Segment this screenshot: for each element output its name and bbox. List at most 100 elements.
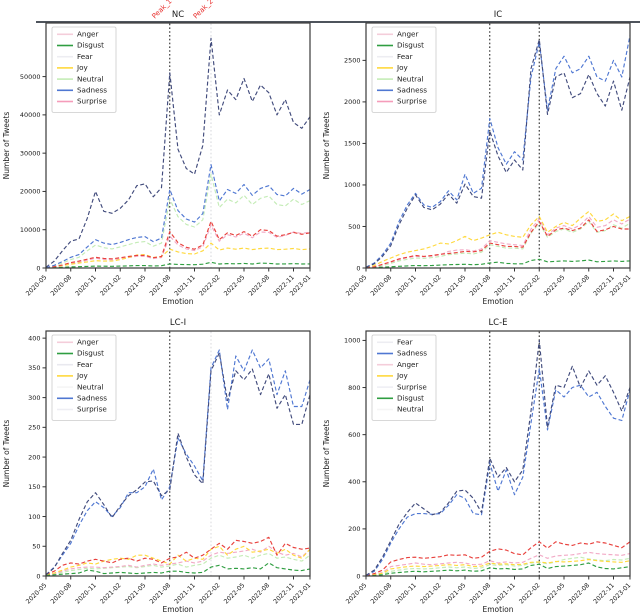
y-axis-label: Number of Tweets [2, 112, 11, 180]
x-tick-label: 2021-11 [493, 582, 517, 606]
y-tick-label: 600 [348, 431, 360, 439]
y-tick-label: 1500 [344, 140, 361, 148]
series-line-neutral [365, 220, 631, 269]
y-tick-label: 400 [348, 478, 360, 486]
series-line-sadness [45, 164, 311, 269]
x-tick-label: 2021-08 [469, 582, 493, 606]
legend-label: Neutral [397, 405, 424, 414]
y-tick-label: 250 [28, 424, 40, 432]
y-tick-label: 20000 [20, 188, 41, 196]
series-line-disgust [45, 562, 311, 576]
x-tick-label: 2020-11 [74, 582, 98, 606]
series-line-surprise [45, 545, 311, 576]
x-axis-label: Emotion [163, 605, 194, 614]
y-tick-label: 2000 [344, 98, 361, 106]
y-tick-label: 350 [28, 364, 40, 372]
y-tick-label: 1000 [344, 181, 361, 189]
chart-title: NC [172, 10, 184, 20]
x-tick-label: 2021-02 [99, 274, 123, 298]
peak-annotation: Peak_1 [151, 0, 174, 20]
chart-svg-ic: 0 500 1000 1500 2000 2500 2020-05 2020-08 2020-1… [322, 10, 632, 306]
legend-label: Disgust [397, 394, 424, 403]
x-tick-label: 2022-02 [518, 274, 542, 298]
series-line-disgust [45, 261, 311, 269]
x-tick-label: 2021-08 [149, 582, 173, 606]
y-axis-label: Number of Tweets [322, 420, 331, 488]
x-tick-label: 2022-08 [568, 582, 592, 606]
x-tick-label: 2020-08 [50, 582, 74, 606]
y-tick-label: 800 [348, 384, 360, 392]
x-tick-label: 2021-05 [444, 582, 468, 606]
x-tick-label: 2020-08 [370, 582, 394, 606]
y-tick-label: 150 [28, 483, 40, 491]
y-tick-label: 100 [28, 513, 40, 521]
legend-label: Surprise [77, 405, 107, 414]
x-tick-label: 2020-05 [345, 274, 369, 298]
legend-label: Joy [76, 63, 89, 72]
x-tick-label: 2021-11 [493, 274, 517, 298]
x-tick-label: 2022-05 [223, 582, 247, 606]
series-line-joy [365, 558, 631, 577]
x-tick-label: 2020-11 [74, 274, 98, 298]
legend-label: Anger [397, 360, 418, 369]
y-tick-label: 50000 [20, 73, 41, 81]
plot-frame [365, 22, 631, 269]
legend-label: Surprise [77, 97, 107, 106]
series-line-sadness [365, 368, 631, 577]
series-line-anger [365, 219, 630, 269]
chart-title: IC [494, 10, 503, 20]
legend-label: Joy [396, 63, 409, 72]
x-tick-label: 2021-08 [469, 274, 493, 298]
y-tick-label: 0 [36, 264, 40, 272]
series-line-disgust [365, 258, 631, 269]
series-line-joy [365, 210, 631, 269]
legend-label: Fear [397, 338, 413, 347]
series-line-surprise [365, 551, 631, 577]
legend-label: Neutral [397, 74, 424, 83]
y-tick-label: 2500 [344, 57, 361, 65]
chart-ic: 0 500 1000 1500 2000 2500 2020-05 2020-08 2020-1… [320, 0, 640, 308]
x-tick-label: 2021-11 [173, 274, 197, 298]
legend-label: Disgust [77, 349, 104, 358]
y-tick-label: 50 [32, 543, 40, 551]
legend-label: Sadness [77, 86, 107, 95]
x-tick-label: 2022-08 [568, 274, 592, 298]
legend-label: Joy [76, 371, 89, 380]
legend-label: Disgust [77, 41, 104, 50]
x-tick-label: 2021-05 [124, 274, 148, 298]
x-tick-label: 2020-11 [394, 274, 418, 298]
legend-label: Sadness [77, 394, 107, 403]
plot-frame [45, 330, 311, 577]
series-line-fear [45, 352, 311, 576]
legend-label: Anger [77, 30, 98, 39]
x-tick-label: 2020-05 [25, 274, 49, 298]
y-tick-label: 400 [28, 334, 40, 342]
legend-label: Anger [397, 30, 418, 39]
chart-nc: 0 10000 20000 30000 40000 50000 2020-05 2020-08… [0, 0, 320, 308]
x-tick-label: 2022-02 [198, 582, 222, 606]
legend-label: Surprise [397, 97, 427, 106]
legend-label: Fear [77, 52, 93, 61]
x-axis-label: Emotion [483, 297, 514, 306]
x-tick-label: 2021-08 [149, 274, 173, 298]
legend-label: Fear [77, 360, 93, 369]
y-tick-label: 30000 [20, 149, 41, 157]
figure-top-rule [36, 21, 640, 23]
x-tick-label: 2020-08 [370, 274, 394, 298]
y-tick-label: 0 [356, 572, 360, 580]
x-tick-label: 2022-02 [198, 274, 222, 298]
series-line-sadness [45, 349, 311, 576]
x-tick-label: 2022-05 [223, 274, 247, 298]
series-line-fear [365, 39, 631, 268]
chart-svg-nc: 0 10000 20000 30000 40000 50000 2020-05 2020-08… [2, 0, 312, 306]
x-tick-label: 2020-05 [25, 582, 49, 606]
y-tick-label: 200 [348, 525, 360, 533]
x-tick-label: 2021-02 [419, 274, 443, 298]
legend-label: Sadness [397, 86, 427, 95]
series-line-anger [45, 220, 311, 269]
chart-lc-i: 0 50 100 150 200 250 300 350 400 2020-05 2020-08 20… [0, 308, 320, 616]
x-tick-label: 2021-11 [173, 582, 197, 606]
series-line-fear [365, 339, 631, 576]
